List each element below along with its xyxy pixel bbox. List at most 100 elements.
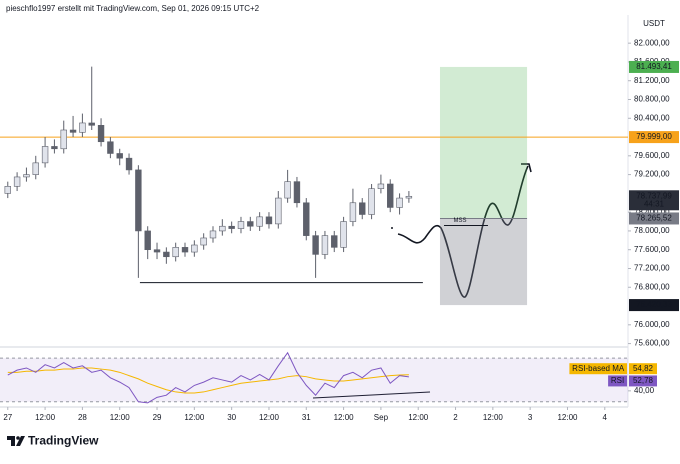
candle-body (396, 197, 403, 208)
x-tick-label: 12:00 (483, 413, 504, 422)
rsi-divergence-line (312, 391, 431, 399)
rsi-value-label: 52,78 (633, 376, 654, 385)
candle-body (97, 125, 105, 143)
candle-body (4, 186, 11, 194)
candle-body (23, 174, 30, 178)
price-label: 79.999,00 (636, 132, 672, 141)
legend-name-box (608, 375, 627, 387)
x-tick-label: 28 (78, 413, 87, 422)
price-label: 76.420,33 (636, 300, 672, 309)
candle-body (41, 146, 49, 164)
candle-body (32, 162, 39, 175)
countdown: 44:31 (644, 199, 665, 208)
candle-body (331, 235, 338, 248)
candle-body (153, 249, 161, 253)
drawn-projection (397, 165, 529, 298)
candle-body (265, 216, 273, 225)
price-label-box (629, 299, 679, 312)
rsi-band (0, 358, 628, 402)
y-tick-label: 79.600,00 (634, 151, 670, 160)
candle-body (321, 235, 329, 255)
y-tick-label: 81.200,00 (634, 76, 670, 85)
candle-body (303, 202, 310, 236)
price-label: 78.265,52 (636, 214, 672, 223)
axis-unit: USDT (643, 19, 665, 28)
candle-body (60, 129, 67, 150)
last-price-box (629, 190, 679, 211)
price-label: 81.493,41 (636, 62, 672, 71)
x-tick-label: 12:00 (557, 413, 578, 422)
logo-slash (16, 436, 25, 446)
candle-body (377, 183, 385, 189)
candle-body (405, 195, 413, 199)
x-tick-label: 3 (528, 413, 533, 422)
y-tick-label: 75.600,00 (634, 339, 670, 348)
x-tick-label: 30 (227, 413, 236, 422)
x-tick-label: 12:00 (259, 413, 280, 422)
x-tick-label: 12:00 (184, 413, 205, 422)
y-tick-label: 76.800,00 (634, 282, 670, 291)
position-target-zone (439, 66, 528, 219)
candle-body (293, 181, 301, 204)
candle-body (125, 157, 133, 171)
candle-body (135, 169, 142, 232)
position-stop-zone (439, 218, 528, 306)
x-tick-label: 12:00 (110, 413, 131, 422)
rsi-value-box (629, 363, 657, 375)
x-tick-label: 29 (153, 413, 162, 422)
candle-body (163, 251, 170, 258)
y-tick-label: 40,00 (634, 386, 655, 395)
legend-name: RSI (611, 376, 624, 385)
candle-body (116, 153, 123, 159)
x-tick-label: 27 (3, 413, 12, 422)
x-tick-label: 2 (453, 413, 458, 422)
x-tick-label: 12:00 (334, 413, 355, 422)
y-tick-label: 80.800,00 (634, 95, 670, 104)
price-label-box (629, 212, 679, 225)
candle-body (144, 230, 151, 251)
candle-body (256, 216, 263, 227)
candle-body (209, 230, 217, 239)
y-tick-label: 78.000,00 (634, 226, 670, 235)
y-tick-label: 78.400,00 (634, 207, 670, 216)
rsi-line (7, 351, 409, 404)
y-tick-label: 82.000,00 (634, 38, 670, 47)
y-tick-label: 77.600,00 (634, 245, 670, 254)
candle-body (228, 225, 235, 229)
projection-arrowhead (521, 163, 532, 173)
y-tick-label: 77.200,00 (634, 264, 670, 273)
y-tick-label: 76.000,00 (634, 320, 670, 329)
rsi-line (7, 367, 409, 394)
footer-brand: TradingView (28, 434, 99, 448)
candle-body (340, 221, 347, 248)
candle-body (13, 176, 21, 187)
candle-body (79, 122, 86, 133)
logo-dot (16, 436, 20, 440)
rsi-value-label: 54,82 (633, 364, 654, 373)
candle-body (275, 197, 282, 225)
candle-body (284, 181, 291, 199)
candle-body (312, 235, 319, 255)
last-price-label: 78.737,99 (636, 191, 672, 200)
candle-body (387, 183, 394, 208)
x-tick-label: 31 (302, 413, 311, 422)
legend-name-box (569, 363, 627, 375)
header: pieschflo1997 erstellt mit TradingView.c… (6, 4, 260, 13)
candle-body (88, 122, 95, 126)
candle-body (219, 225, 226, 232)
y-tick-label: 80.400,00 (634, 113, 670, 122)
logo-mark (7, 436, 15, 446)
candle-body (247, 221, 254, 227)
x-tick-label: Sep (374, 413, 389, 422)
mss-label: MSS (453, 218, 466, 224)
candle-body (172, 247, 179, 258)
x-tick-label: 12:00 (35, 413, 56, 422)
price-label-box (629, 131, 679, 144)
rsi-value-box (629, 375, 657, 387)
candle-body (181, 247, 189, 253)
price-label-box (629, 60, 679, 73)
candle-body (349, 202, 357, 222)
candle-body (51, 146, 58, 150)
x-tick-label: 12:00 (408, 413, 429, 422)
